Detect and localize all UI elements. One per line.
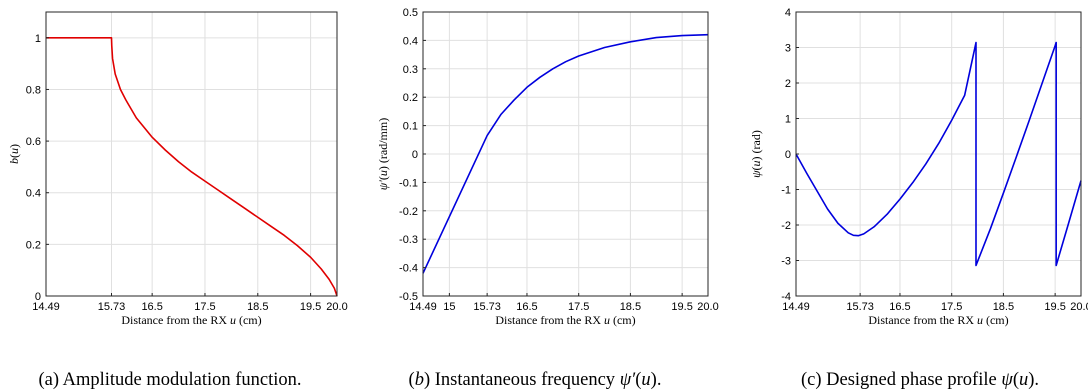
x-tick-label: 19.5 [300, 301, 321, 313]
y-tick-label: -1 [781, 185, 791, 197]
chart-panel-b: 14.49 15 15.73 16.5 17.5 18.5 19.5 20.0 -0.5 -0.4… [376, 7, 719, 390]
x-tick-label: 15.73 [473, 301, 501, 313]
y-tick-label: -3 [781, 256, 791, 268]
x-tick-label: 15.73 [846, 301, 874, 313]
x-tick-label: 17.5 [568, 301, 589, 313]
axes-frame [45, 11, 338, 297]
y-axis-label: ψ′(u) (rad/mm) [376, 118, 390, 190]
x-axis-label: Distance from the RX u (cm) [868, 313, 1008, 327]
x-tick-label: 17.5 [194, 301, 215, 313]
y-tick-label: 1 [785, 114, 791, 126]
x-tick-label: 14.49 [32, 301, 60, 313]
y-tick-label: -4 [781, 291, 791, 303]
y-tick-label: -0.1 [399, 177, 418, 189]
y-tick-label: 0.4 [26, 188, 41, 200]
y-tick-label: 0 [35, 291, 41, 303]
x-tick-label: 16.5 [141, 301, 162, 313]
y-tick-label: -2 [781, 220, 791, 232]
y-tick-label: 0.8 [26, 84, 41, 96]
series-line-b-0 [422, 33, 709, 274]
y-tick-label: 0.3 [403, 64, 418, 76]
x-tick-label: 15 [443, 301, 455, 313]
chart-panel-c: 14.49 15.73 16.5 17.5 18.5 19.5 20.0 -4 -3 -2 -1 0 1… [749, 7, 1088, 390]
x-axis-label: Distance from the RX u (cm) [495, 313, 635, 327]
y-tick-label: 0.5 [403, 7, 418, 19]
y-tick-label: 3 [785, 43, 791, 55]
y-tick-label: 0.6 [26, 136, 41, 148]
x-tick-label: 16.5 [516, 301, 537, 313]
x-tick-label: 20.0 [697, 301, 718, 313]
y-tick-label: 4 [785, 7, 791, 19]
y-tick-label: 0.1 [403, 121, 418, 133]
x-tick-label: 19.5 [671, 301, 692, 313]
plot-area [46, 12, 337, 296]
series-line-c-0 [795, 41, 1082, 267]
x-tick-label: 20.0 [1070, 301, 1088, 313]
y-tick-label: 1 [35, 33, 41, 45]
figure-caption: (c) Designed phase profile ψ(u). [801, 370, 1039, 390]
x-tick-label: 17.5 [941, 301, 962, 313]
x-axis-label: Distance from the RX u (cm) [121, 313, 261, 327]
x-tick-label: 14.49 [409, 301, 437, 313]
x-tick-label: 14.49 [782, 301, 810, 313]
y-tick-label: 0.2 [26, 239, 41, 251]
y-axis-label: ψ(u) (rad) [749, 130, 763, 178]
figure-caption: (a) Amplitude modulation function. [38, 370, 301, 390]
y-tick-label: -0.4 [399, 263, 418, 275]
chart-panel-a: 14.49 15.73 16.5 17.5 18.5 19.5 20.0 0 0.2 0.4 0.6… [7, 11, 348, 390]
x-tick-label: 16.5 [889, 301, 910, 313]
series-line-a-0 [46, 37, 338, 297]
y-tick-label: 0.4 [403, 35, 418, 47]
x-tick-label: 19.5 [1044, 301, 1065, 313]
y-tick-label: -0.5 [399, 291, 418, 303]
x-tick-label: 18.5 [993, 301, 1014, 313]
y-axis-label: b(u) [7, 144, 21, 164]
y-tick-label: 0 [785, 149, 791, 161]
figure-caption: (b) Instantaneous frequency ψ′(u). [409, 370, 662, 390]
y-tick-label: 0 [412, 149, 418, 161]
x-tick-label: 18.5 [620, 301, 641, 313]
y-tick-label: 0.2 [403, 92, 418, 104]
x-tick-label: 18.5 [247, 301, 268, 313]
x-tick-label: 15.73 [98, 301, 126, 313]
y-tick-label: -0.2 [399, 206, 418, 218]
x-tick-label: 20.0 [326, 301, 347, 313]
y-tick-label: 2 [785, 78, 791, 90]
y-tick-label: -0.3 [399, 234, 418, 246]
